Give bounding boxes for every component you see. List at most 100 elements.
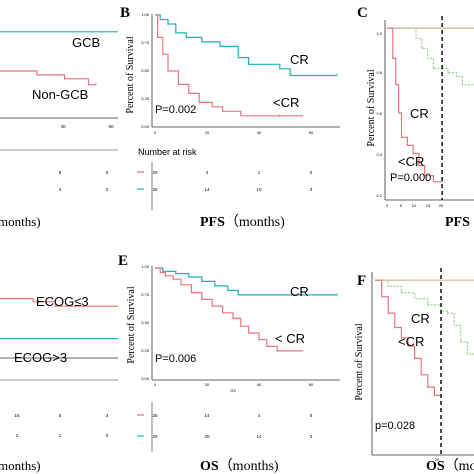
panel-e-y-tick: 1.00 (141, 264, 150, 269)
panel-f-x-label-rest: （mo (445, 458, 474, 474)
panel-b-y-tick: 0.25 (141, 96, 150, 101)
panel-e-p-value: P=0.006 (155, 353, 196, 365)
panel-b-y-ticks: 0.00 0.25 0.50 0.75 1.00 (141, 12, 150, 129)
panel-b-risk-cell: 1 (258, 170, 261, 175)
panel-f: F Percent of Survival 20 CR <CR p=0.028 … (354, 268, 474, 474)
panel-b-label-lt-cr: <CR (273, 95, 299, 110)
panel-a-series-red-1 (0, 70, 96, 86)
panel-e-x-tick: 40 (257, 382, 262, 387)
panel-c-series (387, 16, 474, 200)
panel-a-tick-label: 40 (60, 124, 66, 129)
panel-e-x-label-rest: （months) (219, 458, 279, 474)
panel-c-p-value: P=0.000 (390, 172, 431, 184)
panel-b-risk-cell: 4 (206, 170, 209, 175)
panel-e: E Percent of Survival 0.00 0.25 0.50 0.7… (118, 253, 340, 474)
panel-c-y-ticks: 0.2 0.4 0.6 0.8 1.0 (376, 31, 382, 198)
panel-c-label-cr: CR (410, 106, 429, 121)
panel-d-risk-cell: 0 (106, 433, 109, 438)
panel-f-x-label: OS（mo (426, 458, 474, 474)
panel-d-series (0, 298, 118, 340)
panel-d-series-red-0 (0, 298, 118, 307)
panel-c-x-tick: 20 (439, 203, 444, 208)
panel-a-risk-cell: 5 (59, 170, 62, 175)
panel-e-y-tick: 0.25 (141, 348, 150, 353)
panel-f-x-tick: 20 (435, 457, 440, 462)
panel-e-risk-cell: 26 (152, 413, 158, 418)
panel-e-x-tick: 60 (309, 382, 314, 387)
panel-d-label-ecog-gt3: ECOG>3 (14, 350, 67, 365)
panel-e-y-tick: 0.00 (141, 376, 150, 381)
panel-c-y-label: Percent of Survival (366, 69, 377, 146)
panel-a-risk-cell: 0 (106, 170, 109, 175)
panel-d-risk-cell: 3 (106, 413, 109, 418)
panel-e-risk-cell: 14 (256, 434, 262, 439)
panel-b-y-tick: 0.00 (141, 124, 150, 129)
panel-e-series-teal-0 (155, 267, 337, 296)
panel-d-risk-cell: 5 (59, 413, 62, 418)
panel-e-risk-cell: 20 (204, 434, 210, 439)
panel-c-x-tick: 5 (400, 203, 403, 208)
panel-e-risk-cell: 14 (204, 413, 210, 418)
panel-e-x-tick: 0 (154, 382, 157, 387)
panel-a: GCB Non-GCB 40 60 5 0 4 2 months) (0, 31, 118, 229)
panel-b-risk-cell: 14 (204, 187, 210, 192)
panel-b-risk-cell: 3 (310, 187, 313, 192)
panel-a-risk-cell: 4 (59, 187, 62, 192)
panel-b-x-ticks: 0 20 40 60 (154, 130, 314, 135)
panel-e-x-tick: 20 (205, 382, 210, 387)
panel-a-x-label: months) (0, 214, 41, 229)
panel-b-y-tick: 0.75 (141, 40, 150, 45)
panel-c-y-tick: 0.6 (376, 111, 382, 116)
panel-c-x-tick: 15 (426, 203, 431, 208)
panel-c-y-tick: 0.2 (376, 193, 382, 198)
panel-b-risk-cell: 25 (152, 187, 158, 192)
panel-c-y-tick: 0.4 (376, 152, 382, 157)
panel-b-risk-cell: 0 (310, 170, 313, 175)
panel-d: ECOG≤3 ECOG>3 16 5 3 2 1 0 months) (0, 294, 118, 473)
panel-a-risk-cell: 2 (106, 187, 109, 192)
panel-f-series-red-2 (375, 279, 441, 396)
panel-a-tick-label: 60 (108, 124, 114, 129)
panel-b-p-value: P=0.002 (155, 104, 196, 116)
panel-f-letter: F (357, 273, 366, 289)
panel-e-x-label: OS（months) (200, 458, 279, 474)
panel-b: B Percent of Survival 0.00 0.25 0.50 0.7… (120, 5, 340, 230)
panel-f-y-label: Percent of Survival (354, 323, 365, 400)
panel-e-risk-cell: 4 (258, 413, 261, 418)
panel-a-series (0, 31, 118, 86)
panel-e-risk-cell: 3 (310, 434, 313, 439)
panel-e-x-ticks: 0 20 40 60 (154, 382, 314, 387)
panel-a-label-non-gcb: Non-GCB (32, 87, 88, 102)
panel-d-label-ecog-le3: ECOG≤3 (36, 294, 89, 309)
panel-b-risk-cell: 10 (256, 187, 262, 192)
panel-e-x-label-bold: OS (200, 459, 219, 474)
panel-f-label-cr: CR (411, 311, 430, 326)
panel-e-risk-cell: 25 (152, 434, 158, 439)
panel-e-series-red-1 (155, 267, 304, 352)
panel-e-y-tick: 0.75 (141, 292, 150, 297)
panel-e-x-caption: OS (230, 388, 236, 393)
panel-b-x-tick: 60 (309, 130, 314, 135)
panel-c: C Percent of Survival 0.2 0.4 0.6 0.8 1.… (357, 5, 474, 230)
panel-f-series-green-1 (375, 279, 474, 355)
panel-c-x-tick: 10 (412, 203, 417, 208)
panel-e-label-lt-cr: < CR (275, 331, 305, 346)
panel-c-series-green-1 (387, 27, 443, 70)
panel-b-series (155, 14, 338, 117)
panel-e-series (155, 267, 338, 352)
panel-c-x-ticks: 0 5 10 15 20 (386, 203, 444, 208)
panel-d-x-label: months) (0, 458, 41, 473)
panel-e-risk-cell: 0 (310, 413, 313, 418)
panel-b-letter: B (120, 5, 130, 21)
panel-b-risk-title: Number at risk (138, 147, 197, 157)
panel-b-x-label-bold: PFS (200, 215, 225, 230)
panel-e-letter: E (118, 253, 128, 269)
panel-b-y-label: Percent of Survival (125, 36, 136, 113)
panel-c-y-tick: 0.8 (376, 70, 382, 75)
panel-e-y-ticks: 0.00 0.25 0.50 0.75 1.00 (141, 264, 150, 381)
panel-a-label-gcb: GCB (72, 35, 100, 50)
panel-b-x-tick: 0 (154, 130, 157, 135)
panel-d-risk-cell: 2 (16, 433, 19, 438)
panel-b-x-tick: 20 (205, 130, 210, 135)
